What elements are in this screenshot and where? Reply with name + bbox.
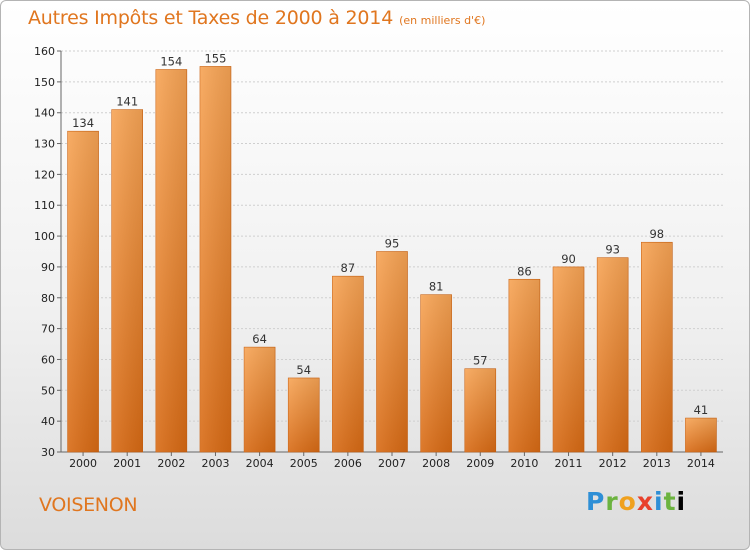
data-label-2001: 141	[116, 95, 138, 109]
data-label-2006: 87	[341, 261, 356, 275]
bar-shade-2007	[376, 251, 408, 452]
x-tick-label-2012: 2012	[599, 457, 627, 470]
axis-layer: 30 40 50 60 70 80 90 100 110 120 130 140 150 160 2000 2…	[34, 45, 723, 470]
data-label-2007: 95	[385, 237, 400, 251]
commune-name: VOISENON	[39, 494, 138, 516]
x-tick-label-2007: 2007	[378, 457, 406, 470]
y-tick-label: 130	[34, 138, 55, 151]
x-tick-label-2009: 2009	[466, 457, 494, 470]
bar-shade-2002	[155, 69, 187, 452]
data-label-2002: 154	[160, 55, 182, 69]
x-tick-label-2005: 2005	[290, 457, 318, 470]
x-tick-label-2000: 2000	[69, 457, 97, 470]
bar-shade-2014	[685, 418, 717, 452]
chart-title-block: Autres Impôts et Taxes de 2000 à 2014 (en…	[28, 7, 485, 29]
data-label-2010: 86	[517, 264, 532, 278]
data-label-2003: 155	[204, 51, 226, 65]
y-tick-label: 60	[41, 353, 55, 366]
proxiti-logo: Proxiti	[586, 487, 687, 516]
bar-shade-2001	[111, 109, 143, 452]
y-tick-label: 110	[34, 199, 55, 212]
x-tick-label-2014: 2014	[687, 457, 715, 470]
y-tick-label: 40	[41, 415, 55, 428]
y-tick-label: 150	[34, 76, 55, 89]
chart-subtitle: (en milliers d'€)	[399, 14, 486, 27]
bar-shade-2010	[508, 279, 540, 452]
x-tick-label-2003: 2003	[201, 457, 229, 470]
bar-layer	[67, 66, 717, 453]
data-label-2013: 98	[649, 227, 664, 241]
data-label-2012: 93	[605, 243, 620, 257]
bar-shade-2008	[420, 294, 452, 452]
x-tick-label-2010: 2010	[510, 457, 538, 470]
data-label-2014: 41	[694, 403, 709, 417]
x-tick-label-2002: 2002	[157, 457, 185, 470]
data-label-2004: 64	[252, 332, 267, 346]
y-tick-label: 30	[41, 446, 55, 459]
bar-shade-2013	[641, 242, 673, 452]
data-label-2000: 134	[72, 116, 94, 130]
y-tick-label: 100	[34, 230, 55, 243]
x-tick-label-2013: 2013	[643, 457, 671, 470]
data-label-2011: 90	[561, 252, 576, 266]
y-tick-label: 120	[34, 168, 55, 181]
y-tick-label: 160	[34, 45, 55, 58]
bar-shade-2011	[553, 266, 585, 452]
bar-shade-2006	[332, 276, 364, 452]
bar-shade-2009	[464, 368, 496, 452]
data-label-2009: 57	[473, 354, 488, 368]
data-label-2005: 54	[296, 363, 311, 377]
y-tick-label: 90	[41, 261, 55, 274]
y-tick-label: 50	[41, 384, 55, 397]
bar-shade-2003	[199, 66, 231, 452]
x-tick-label-2011: 2011	[555, 457, 583, 470]
label-layer: 134 141 154 155 64 54 87 95 81 57 86 90 93 98 41	[72, 51, 708, 417]
x-tick-label-2008: 2008	[422, 457, 450, 470]
bar-shade-2000	[67, 131, 99, 452]
y-tick-label: 70	[41, 323, 55, 336]
bar-shade-2012	[597, 257, 629, 452]
y-tick-label: 80	[41, 292, 55, 305]
x-tick-label-2006: 2006	[334, 457, 362, 470]
y-tick-label: 140	[34, 107, 55, 120]
chart-title: Autres Impôts et Taxes de 2000 à 2014	[28, 7, 394, 29]
data-label-2008: 81	[429, 280, 444, 294]
bar-shade-2004	[244, 347, 276, 452]
bar-shade-2005	[288, 377, 320, 452]
x-tick-label-2004: 2004	[246, 457, 274, 470]
x-tick-label-2001: 2001	[113, 457, 141, 470]
